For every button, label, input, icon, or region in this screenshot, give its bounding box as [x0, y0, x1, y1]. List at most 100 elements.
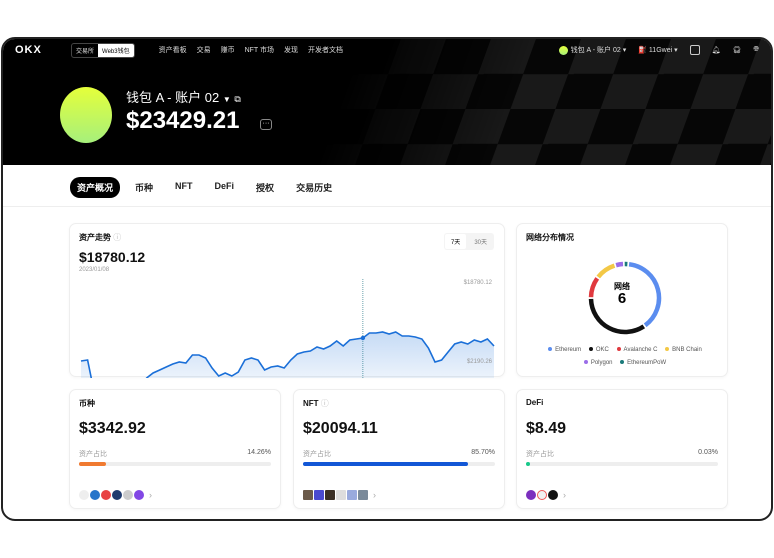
account-name: 钱包 A - 账户 02: [570, 47, 621, 54]
tokens-share-bar: [79, 462, 271, 466]
tab-overview[interactable]: 资产概况: [70, 177, 121, 198]
nft-title: NFT ⓘ: [303, 398, 329, 409]
copy-icon[interactable]: ⧉: [234, 94, 241, 104]
nav-link-earn[interactable]: 赚币: [220, 47, 235, 54]
account-avatar: [558, 45, 568, 55]
nft-share: 85.70%: [471, 449, 495, 456]
nft-share-bar: [303, 462, 495, 466]
divider: [3, 206, 771, 207]
legend-item: OKC: [595, 347, 609, 353]
nav-link-dev-docs[interactable]: 开发者文档: [308, 47, 344, 54]
tab-tokens[interactable]: 币种: [135, 183, 154, 193]
globe-icon[interactable]: 🌐︎: [753, 46, 759, 53]
legend-item: EthereumPoW: [627, 360, 667, 366]
range-30d[interactable]: 30天: [474, 240, 487, 246]
trend-value: $18780.12: [79, 249, 146, 265]
defi-icons: ›: [526, 490, 567, 500]
defi-card[interactable]: DeFi $8.49 资产占比 0.03% ›: [516, 389, 728, 509]
nft-thumb: [314, 490, 324, 500]
chevron-right-icon[interactable]: ›: [149, 490, 152, 500]
token-icons: ›: [79, 490, 153, 500]
donut-segment: [588, 298, 646, 335]
chevron-right-icon[interactable]: ›: [373, 490, 376, 500]
tokens-value: $3342.92: [79, 420, 146, 437]
nft-card[interactable]: NFT ⓘ $20094.11 资产占比 85.70% ›: [293, 389, 505, 509]
info-icon[interactable]: ⓘ: [113, 233, 122, 242]
legend-item: Ethereum: [555, 347, 582, 353]
trend-chart[interactable]: [70, 224, 506, 378]
trend-date: 2023/01/08: [79, 267, 110, 273]
network-donut: [588, 261, 662, 335]
tokens-share: 14.26%: [247, 449, 271, 456]
nft-title-text: NFT: [303, 399, 319, 408]
area-fill: [81, 332, 494, 378]
legend-item: BNB Chain: [672, 347, 702, 353]
nft-thumb: [347, 490, 357, 500]
tab-nft[interactable]: NFT: [175, 181, 193, 191]
trend-title-text: 资产走势: [79, 233, 111, 242]
protocol-icon: [537, 490, 547, 500]
nav-link-trade[interactable]: 交易: [196, 47, 211, 54]
info-icon[interactable]: ⓘ: [320, 399, 329, 408]
wallet-name[interactable]: 钱包 A - 账户 02 ▼ ⧉: [126, 87, 241, 106]
tokens-card[interactable]: 币种 $3342.92 资产占比 14.26% ›: [69, 389, 281, 509]
legend-item: Avalanche C: [623, 347, 658, 353]
download-icon[interactable]: [689, 45, 700, 55]
bell-icon[interactable]: 🔔︎: [711, 47, 721, 54]
caret-down-icon[interactable]: ▼: [222, 95, 231, 104]
app-window: OKX 交易所 Web3钱包 资产看板 交易 赚币 NFT 市场 发现 开发者文…: [1, 37, 773, 521]
series-line: [80, 331, 495, 378]
total-balance: $23429.21: [126, 107, 240, 134]
headset-icon[interactable]: 🎧︎: [732, 47, 742, 54]
legend-row-1: Ethereum OKC Avalanche C BNB Chain: [517, 347, 727, 353]
nav-link-nft-market[interactable]: NFT 市场: [244, 47, 275, 54]
defi-share: 0.03%: [698, 449, 718, 456]
tab-defi[interactable]: DeFi: [214, 181, 235, 191]
nft-thumb: [303, 490, 313, 500]
nft-thumb: [325, 490, 335, 500]
gas-value: 11Gwei: [648, 47, 673, 54]
asset-trend-card: 资产走势 ⓘ $18780.12 2023/01/08 7天 30天 $1878…: [69, 223, 506, 378]
min-label: $2190.26: [466, 359, 492, 365]
tab-approvals[interactable]: 授权: [256, 183, 275, 193]
chevron-right-icon[interactable]: ›: [563, 490, 566, 500]
legend-dot: [583, 360, 588, 365]
hover-point: [360, 335, 366, 341]
defi-share-bar: [526, 462, 718, 466]
exchange-tab[interactable]: 交易所: [76, 48, 95, 55]
max-label: $18780.12: [463, 280, 492, 286]
more-button[interactable]: ···: [260, 119, 272, 130]
legend-row-2: Polygon EthereumPoW: [517, 360, 727, 366]
nft-thumb: [336, 490, 346, 500]
top-nav: OKX 交易所 Web3钱包 资产看板 交易 赚币 NFT 市场 发现 开发者文…: [3, 39, 771, 61]
tab-history[interactable]: 交易历史: [296, 183, 333, 193]
donut-segment: [628, 262, 662, 328]
range-7d[interactable]: 7天: [444, 234, 467, 249]
tokens-title: 币种: [79, 399, 95, 408]
wallet-name-text: 钱包 A - 账户 02: [126, 90, 220, 105]
trend-title: 资产走势 ⓘ: [79, 232, 121, 243]
defi-title: DeFi: [526, 398, 544, 407]
nav-link-discover[interactable]: 发现: [284, 47, 299, 54]
donut-segment: [596, 263, 616, 279]
defi-value: $8.49: [526, 420, 567, 437]
okx-logo[interactable]: OKX: [15, 44, 42, 56]
account-selector[interactable]: 钱包 A - 账户 02 ▾: [558, 45, 626, 55]
donut-segment: [588, 277, 600, 298]
range-switch: 7天 30天: [443, 233, 494, 250]
nav-link-dashboard[interactable]: 资产看板: [158, 47, 187, 54]
legend-dot: [665, 347, 670, 352]
nft-value: $20094.11: [303, 420, 378, 437]
web3-wallet-tab[interactable]: Web3钱包: [98, 43, 134, 57]
nft-thumbnails: ›: [303, 490, 377, 500]
gas-selector[interactable]: ⛽ 11Gwei ▾: [638, 47, 678, 54]
protocol-icon: [526, 490, 536, 500]
donut-segment: [615, 261, 624, 268]
legend-dot: [620, 360, 625, 365]
wallet-header: OKX 交易所 Web3钱包 资产看板 交易 赚币 NFT 市场 发现 开发者文…: [3, 39, 771, 165]
token-icon: [101, 490, 111, 500]
defi-share-label: 资产占比: [526, 451, 554, 458]
nft-thumb: [358, 490, 368, 500]
polygon-icon: [134, 490, 144, 500]
nft-share-label: 资产占比: [303, 451, 331, 458]
